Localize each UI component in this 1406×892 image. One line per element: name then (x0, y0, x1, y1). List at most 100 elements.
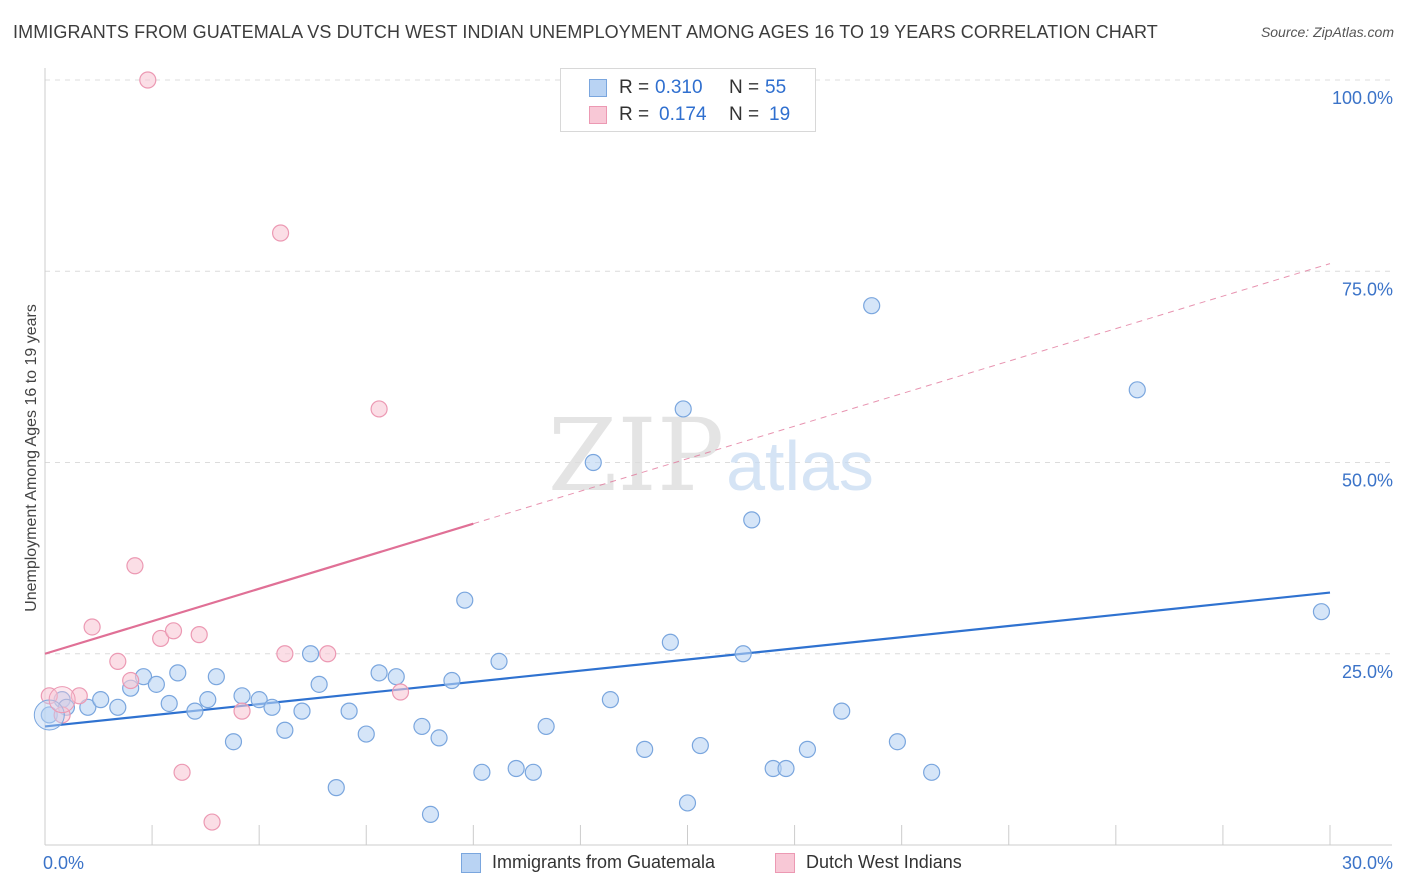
legend-label-guatemala: Immigrants from Guatemala (492, 852, 716, 872)
point-guatemala (798, 740, 817, 758)
point-guatemala (301, 645, 320, 663)
point-dutch (319, 645, 337, 663)
watermark-zip: ZIP (548, 397, 724, 514)
point-guatemala (473, 763, 491, 781)
point-guatemala (233, 687, 251, 705)
point-guatemala (357, 725, 375, 743)
point-dutch (139, 71, 157, 89)
y-tick-label: 75.0% (1342, 279, 1393, 299)
point-dutch (173, 763, 191, 781)
tick-labels: 25.0% 50.0% 75.0% 100.0% 0.0% 30.0% (43, 88, 1393, 873)
point-guatemala (1312, 603, 1331, 621)
point-guatemala (678, 794, 697, 812)
watermark-atlas: atlas (726, 427, 874, 505)
point-dutch (233, 702, 251, 720)
watermark: ZIP atlas (548, 397, 874, 514)
legend-swatch-pink (589, 106, 607, 124)
point-guatemala (923, 763, 941, 781)
point-dutch (122, 671, 140, 690)
point-guatemala (443, 671, 461, 690)
point-guatemala (207, 668, 225, 686)
point-dutch (164, 622, 183, 640)
point-guatemala (263, 698, 281, 716)
legend-label-dutch: Dutch West Indians (806, 852, 962, 872)
point-dutch (126, 557, 144, 575)
point-guatemala (743, 511, 761, 529)
point-guatemala (109, 698, 127, 716)
point-guatemala (310, 675, 328, 693)
point-dutch (271, 224, 290, 242)
point-guatemala (1128, 381, 1146, 399)
point-guatemala (524, 763, 542, 781)
legend-r-value: 0.310 (655, 77, 703, 98)
point-guatemala (199, 691, 217, 709)
point-guatemala (490, 652, 508, 671)
point-guatemala (507, 759, 525, 778)
point-guatemala (674, 400, 692, 418)
point-guatemala (661, 633, 679, 651)
point-dutch (203, 813, 221, 831)
legend-n-value: 19 (769, 104, 791, 125)
source-credit: Source: ZipAtlas.com (1260, 24, 1394, 40)
point-dutch (391, 683, 410, 701)
point-guatemala (276, 721, 294, 739)
point-guatemala (370, 664, 388, 682)
legend-n-label: N = (729, 104, 760, 125)
legend-r-label: R = (619, 104, 650, 125)
y-tick-label: 25.0% (1342, 662, 1393, 682)
legend-r-value: 0.174 (659, 104, 707, 125)
point-guatemala (601, 691, 620, 709)
point-guatemala (413, 717, 431, 736)
point-guatemala (636, 740, 654, 758)
x-tick-label: 30.0% (1342, 853, 1393, 873)
point-dutch (370, 400, 388, 418)
point-dutch (109, 652, 127, 671)
point-guatemala (456, 591, 474, 609)
data-points (33, 71, 1331, 831)
point-guatemala (92, 691, 110, 709)
legend-r-label: R = (619, 77, 650, 98)
point-dutch (276, 645, 294, 663)
trend-line-dutch (44, 522, 474, 655)
point-guatemala (387, 668, 405, 686)
point-guatemala (147, 675, 165, 693)
trend-extension-dutch (473, 263, 1331, 525)
point-guatemala (584, 453, 602, 472)
point-guatemala (537, 717, 555, 736)
point-guatemala (169, 664, 187, 682)
point-guatemala (833, 702, 851, 720)
point-guatemala (777, 759, 795, 778)
y-axis-label: Unemployment Among Ages 16 to 19 years (23, 304, 40, 612)
legend-n-value: 55 (765, 77, 787, 98)
point-dutch (83, 618, 101, 636)
point-guatemala (430, 729, 448, 747)
point-guatemala (734, 645, 752, 663)
legend-swatch-blue (461, 853, 481, 873)
point-guatemala (250, 691, 268, 709)
point-guatemala (79, 698, 97, 716)
axes (44, 68, 1392, 846)
point-guatemala (340, 702, 358, 720)
legend-swatch-pink (775, 853, 795, 873)
point-guatemala (160, 694, 178, 713)
y-tick-label: 50.0% (1342, 471, 1393, 491)
correlation-legend: R = 0.310 N = 55 R = 0.174 N = 19 (560, 68, 816, 132)
point-guatemala (863, 297, 881, 315)
point-guatemala (691, 736, 709, 755)
point-dutch (152, 629, 170, 648)
x-tick-label: 0.0% (43, 853, 84, 873)
chart-title: IMMIGRANTS FROM GUATEMALA VS DUTCH WEST … (13, 22, 1158, 42)
y-tick-label: 100.0% (1332, 88, 1393, 108)
point-cluster-dutch (48, 686, 76, 714)
point-guatemala (293, 702, 311, 720)
legend-n-label: N = (729, 77, 760, 98)
point-guatemala (186, 702, 204, 720)
point-guatemala (421, 805, 440, 824)
legend-swatch-blue (589, 79, 607, 97)
point-guatemala (888, 733, 906, 751)
point-guatemala (327, 779, 345, 797)
point-guatemala (224, 733, 243, 751)
point-dutch (190, 626, 208, 644)
grid-lines (45, 79, 1392, 655)
